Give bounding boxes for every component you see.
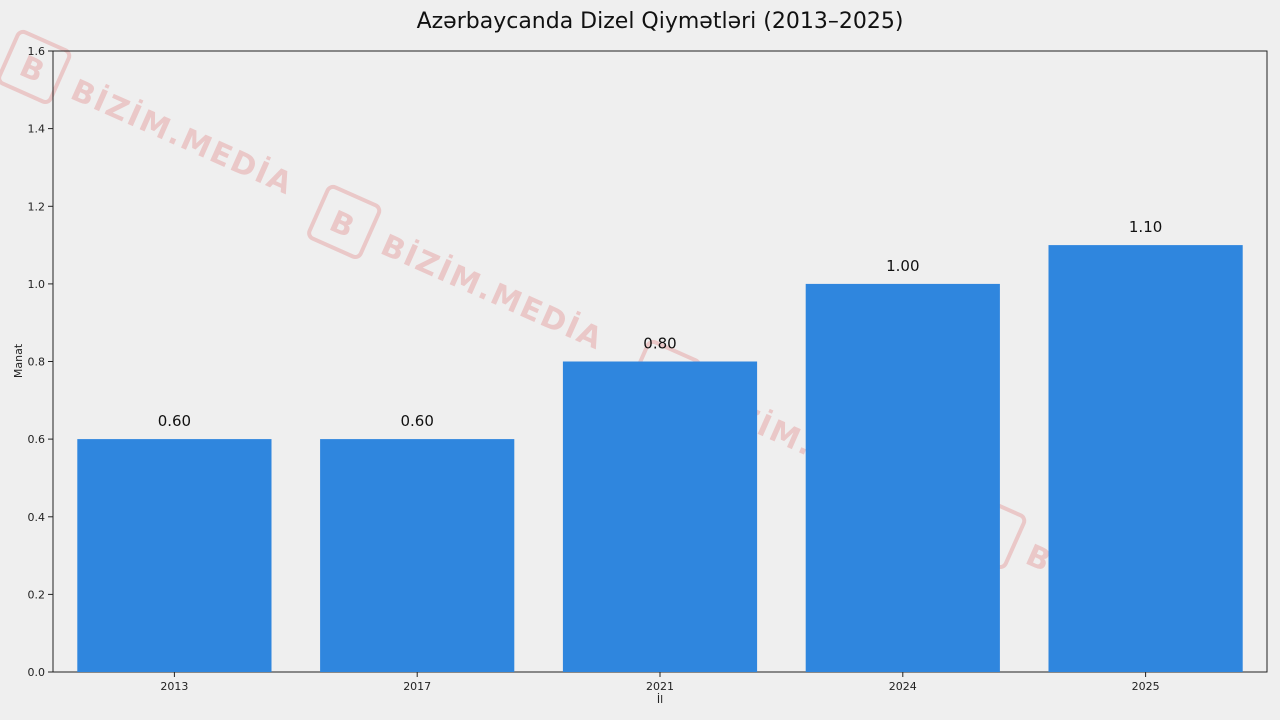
x-tick-label-2021: 2021 [646, 680, 674, 693]
x-axis: 2013 2017 2021 2024 2025 [160, 672, 1160, 693]
watermark-logo-letter: B [324, 204, 361, 246]
y-tick-label-1.4: 1.4 [28, 123, 46, 136]
data-label-2024: 1.00 [886, 257, 919, 275]
x-tick-label-2013: 2013 [160, 680, 188, 693]
bar-2021 [562, 361, 758, 672]
bar-2025 [1048, 245, 1243, 672]
y-tick-label-1.2: 1.2 [28, 200, 46, 213]
y-tick-label-1.6: 1.6 [28, 45, 46, 58]
data-label-2021: 0.80 [643, 335, 676, 353]
bar-2013 [77, 439, 272, 672]
chart-title: Azərbaycanda Dizel Qiymətləri (2013–2025… [417, 9, 904, 34]
bar-2024 [805, 283, 1000, 672]
watermark-text: BİZİM.MEDİA [65, 72, 299, 202]
data-label-2017: 0.60 [400, 412, 433, 430]
watermark-logo-icon [307, 184, 382, 260]
data-labels-group: 0.60 0.60 0.80 1.00 1.10 [158, 218, 1163, 430]
data-label-2013: 0.60 [158, 412, 191, 430]
y-axis: 0.0 0.2 0.4 0.6 0.8 1.0 1.2 1.4 1.6 [28, 45, 53, 679]
bars-group [77, 245, 1243, 672]
x-tick-label-2025: 2025 [1132, 680, 1160, 693]
y-tick-label-0.8: 0.8 [28, 356, 46, 369]
watermark: B BİZİM.MEDİA [307, 184, 609, 358]
y-axis-label: Manat [12, 343, 25, 378]
x-tick-label-2024: 2024 [889, 680, 917, 693]
x-tick-label-2017: 2017 [403, 680, 431, 693]
y-tick-label-0.4: 0.4 [28, 511, 46, 524]
y-tick-label-0.0: 0.0 [28, 666, 46, 679]
y-tick-label-1.0: 1.0 [28, 278, 46, 291]
watermark-logo-icon [0, 29, 72, 105]
bar-2017 [320, 439, 515, 672]
y-tick-label-0.2: 0.2 [28, 588, 46, 601]
watermark-text: BİZİM.MEDİA [375, 227, 609, 357]
y-tick-label-0.6: 0.6 [28, 433, 46, 446]
x-axis-label: İl [657, 693, 663, 706]
data-label-2025: 1.10 [1129, 218, 1162, 236]
